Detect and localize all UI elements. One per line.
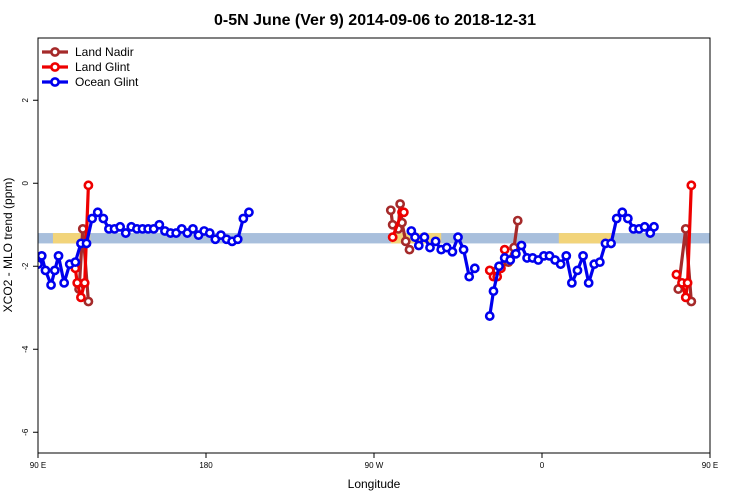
data-point xyxy=(425,242,435,253)
x-tick-label: 90 E xyxy=(30,461,46,470)
land-band-2 xyxy=(558,233,613,244)
data-point xyxy=(398,207,409,218)
data-point xyxy=(59,277,70,288)
data-point xyxy=(38,250,47,261)
data-point xyxy=(53,250,64,261)
y-tick-label: 2 xyxy=(21,97,30,102)
data-point xyxy=(484,311,495,321)
data-point xyxy=(561,250,572,261)
data-point xyxy=(516,240,527,251)
legend-item: Ocean Glint xyxy=(42,75,139,89)
x-tick-label: 90 W xyxy=(365,461,384,470)
data-point xyxy=(83,296,94,307)
plot-area xyxy=(38,180,710,321)
data-point xyxy=(92,207,103,218)
data-point xyxy=(87,213,98,224)
x-axis-label: Longitude xyxy=(348,477,401,491)
data-point xyxy=(566,277,577,288)
legend-label: Ocean Glint xyxy=(75,75,139,89)
data-point xyxy=(46,280,56,290)
data-point xyxy=(72,277,83,288)
data-point xyxy=(494,261,504,272)
data-point xyxy=(594,257,605,267)
x-tick-label: 0 xyxy=(540,461,545,470)
data-point xyxy=(244,207,254,218)
data-point xyxy=(447,246,458,257)
legend-item: Land Nadir xyxy=(42,45,134,59)
data-point xyxy=(385,205,396,216)
data-point xyxy=(611,213,622,224)
legend-label: Land Nadir xyxy=(75,45,134,59)
data-point xyxy=(606,238,616,249)
data-point xyxy=(120,228,131,238)
data-point xyxy=(232,234,243,245)
data-point xyxy=(505,255,516,265)
y-axis: 2 0 -2 -4 -6 xyxy=(21,97,38,436)
data-point xyxy=(154,219,165,230)
ocean-band xyxy=(38,233,710,244)
data-point xyxy=(76,292,86,303)
chart-title: 0-5N June (Ver 9) 2014-09-06 to 2018-12-… xyxy=(214,12,536,29)
data-point xyxy=(512,215,523,226)
data-point xyxy=(555,259,566,270)
data-point xyxy=(583,277,594,288)
data-point xyxy=(510,248,521,259)
y-tick-label: -2 xyxy=(21,262,30,270)
data-point xyxy=(70,257,81,267)
data-point xyxy=(404,244,415,255)
data-point xyxy=(458,244,469,255)
y-axis-label: XCO2 - MLO trend (ppm) xyxy=(1,178,15,313)
data-point xyxy=(387,232,398,243)
data-point xyxy=(578,250,588,261)
data-point xyxy=(572,265,583,276)
legend-label: Land Glint xyxy=(75,60,130,74)
data-point xyxy=(83,180,94,191)
data-point xyxy=(686,180,697,191)
data-point xyxy=(81,238,92,249)
land-band-0 xyxy=(52,233,91,244)
data-point xyxy=(115,221,126,232)
data-point xyxy=(238,213,249,224)
data-point xyxy=(622,213,633,224)
legend-marker xyxy=(50,77,60,87)
data-point xyxy=(680,292,691,303)
y-tick-label: 0 xyxy=(21,180,30,185)
data-point xyxy=(499,244,510,255)
legend-marker xyxy=(50,62,60,72)
data-point xyxy=(453,232,463,243)
x-tick-label: 90 E xyxy=(702,461,718,470)
y-tick-label: -4 xyxy=(21,345,30,353)
data-point xyxy=(49,265,60,276)
data-point xyxy=(98,213,109,224)
data-point xyxy=(188,223,198,234)
data-point xyxy=(639,221,650,232)
data-point xyxy=(430,236,441,247)
legend-marker xyxy=(50,47,60,57)
x-tick-label: 180 xyxy=(199,461,213,470)
legend-item: Land Glint xyxy=(42,60,130,74)
data-point xyxy=(464,271,475,282)
data-point xyxy=(79,277,90,288)
series-line xyxy=(38,210,251,287)
data-point xyxy=(682,277,693,288)
x-axis: 90 E 180 90 W 0 90 E xyxy=(30,453,718,470)
series-ocean-glint xyxy=(38,207,659,321)
data-point xyxy=(410,232,420,243)
data-point xyxy=(488,286,499,297)
data-point xyxy=(419,232,430,243)
data-point xyxy=(204,228,215,238)
data-point xyxy=(400,236,411,247)
data-point xyxy=(617,207,628,218)
data-point xyxy=(469,263,480,274)
data-point xyxy=(413,240,424,251)
data-point xyxy=(649,221,659,232)
data-point xyxy=(395,199,406,209)
data-point xyxy=(671,269,682,280)
data-point xyxy=(40,265,51,276)
y-tick-label: -6 xyxy=(21,428,30,436)
